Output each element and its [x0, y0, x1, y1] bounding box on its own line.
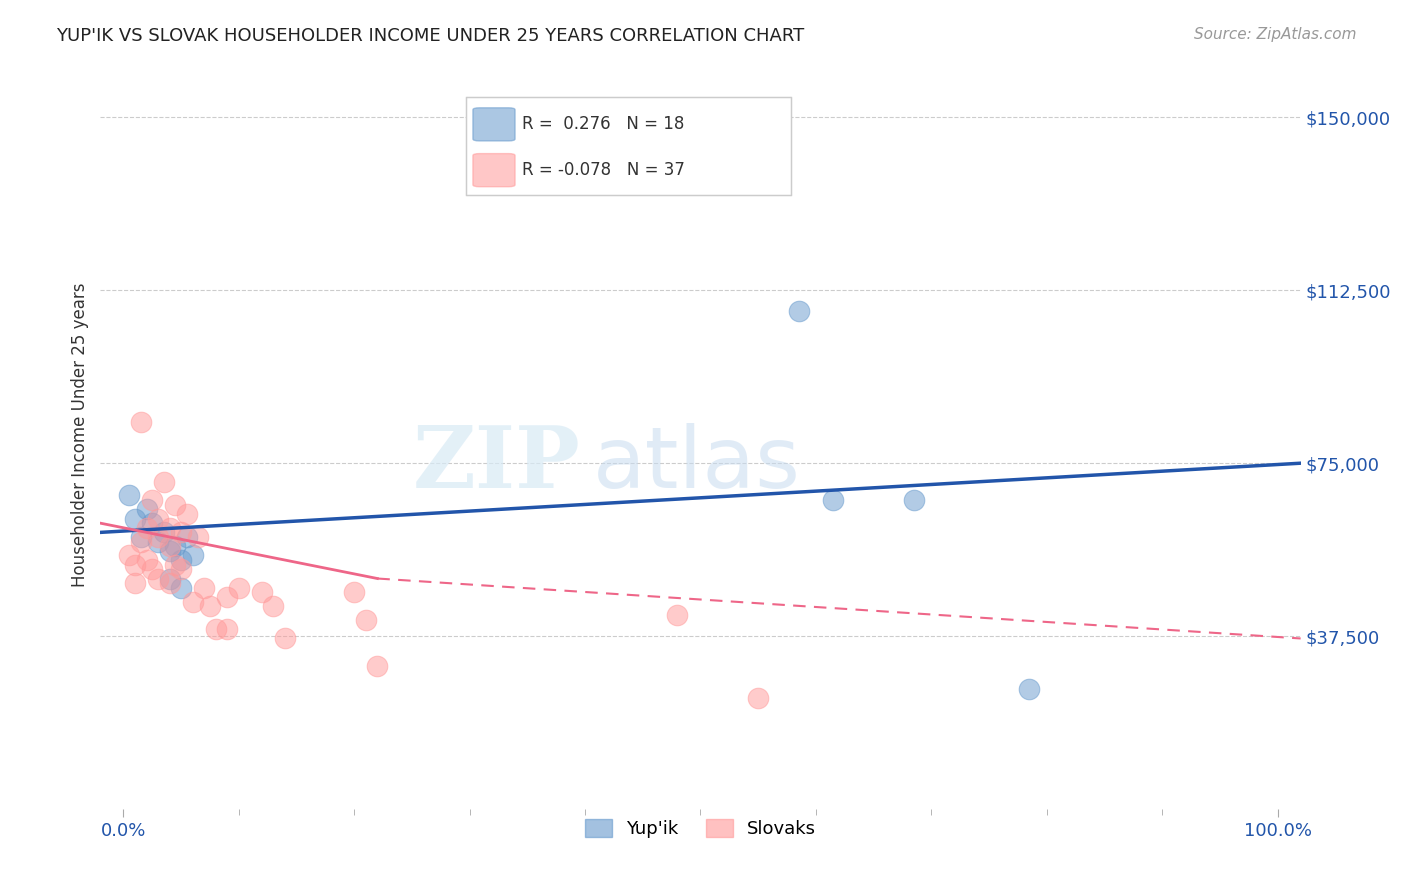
- Point: [193, 581, 215, 595]
- Point: [146, 534, 169, 549]
- Point: [263, 599, 285, 614]
- Point: [170, 525, 193, 540]
- Point: [217, 590, 239, 604]
- Point: [198, 599, 221, 614]
- Point: [129, 534, 152, 549]
- Point: [159, 572, 181, 586]
- Point: [165, 558, 187, 572]
- Text: atlas: atlas: [592, 423, 800, 506]
- Point: [141, 516, 163, 531]
- Point: [118, 549, 141, 563]
- Point: [823, 493, 845, 508]
- Text: YUP'IK VS SLOVAK HOUSEHOLDER INCOME UNDER 25 YEARS CORRELATION CHART: YUP'IK VS SLOVAK HOUSEHOLDER INCOME UNDE…: [56, 27, 804, 45]
- Point: [129, 530, 152, 544]
- Point: [159, 576, 181, 591]
- Point: [153, 475, 176, 489]
- Point: [228, 581, 250, 595]
- Legend: Yup'ik, Slovaks: Yup'ik, Slovaks: [578, 812, 824, 845]
- Point: [124, 576, 146, 591]
- Point: [141, 493, 163, 508]
- Point: [176, 530, 198, 544]
- Point: [165, 539, 187, 553]
- Point: [159, 544, 181, 558]
- Point: [118, 488, 141, 502]
- Point: [153, 525, 176, 540]
- Y-axis label: Householder Income Under 25 years: Householder Income Under 25 years: [72, 282, 89, 587]
- Point: [903, 493, 925, 508]
- Point: [159, 521, 181, 535]
- Point: [217, 622, 239, 636]
- Point: [366, 659, 388, 673]
- Point: [787, 304, 810, 318]
- Point: [343, 585, 366, 599]
- Point: [141, 562, 163, 576]
- Point: [165, 498, 187, 512]
- Point: [146, 530, 169, 544]
- Point: [204, 622, 226, 636]
- Point: [181, 549, 204, 563]
- Point: [129, 415, 152, 429]
- Point: [135, 502, 157, 516]
- Point: [187, 530, 209, 544]
- Point: [1018, 682, 1040, 697]
- Point: [124, 558, 146, 572]
- Point: [250, 585, 273, 599]
- Point: [159, 539, 181, 553]
- Text: ZIP: ZIP: [413, 422, 581, 507]
- Point: [181, 594, 204, 608]
- Point: [146, 572, 169, 586]
- Point: [170, 581, 193, 595]
- Point: [170, 553, 193, 567]
- Point: [747, 691, 769, 706]
- Point: [170, 562, 193, 576]
- Point: [135, 553, 157, 567]
- Text: Source: ZipAtlas.com: Source: ZipAtlas.com: [1194, 27, 1357, 42]
- Point: [176, 507, 198, 521]
- Point: [354, 613, 377, 627]
- Point: [666, 608, 689, 623]
- Point: [135, 521, 157, 535]
- Point: [146, 511, 169, 525]
- Point: [274, 632, 297, 646]
- Point: [124, 511, 146, 525]
